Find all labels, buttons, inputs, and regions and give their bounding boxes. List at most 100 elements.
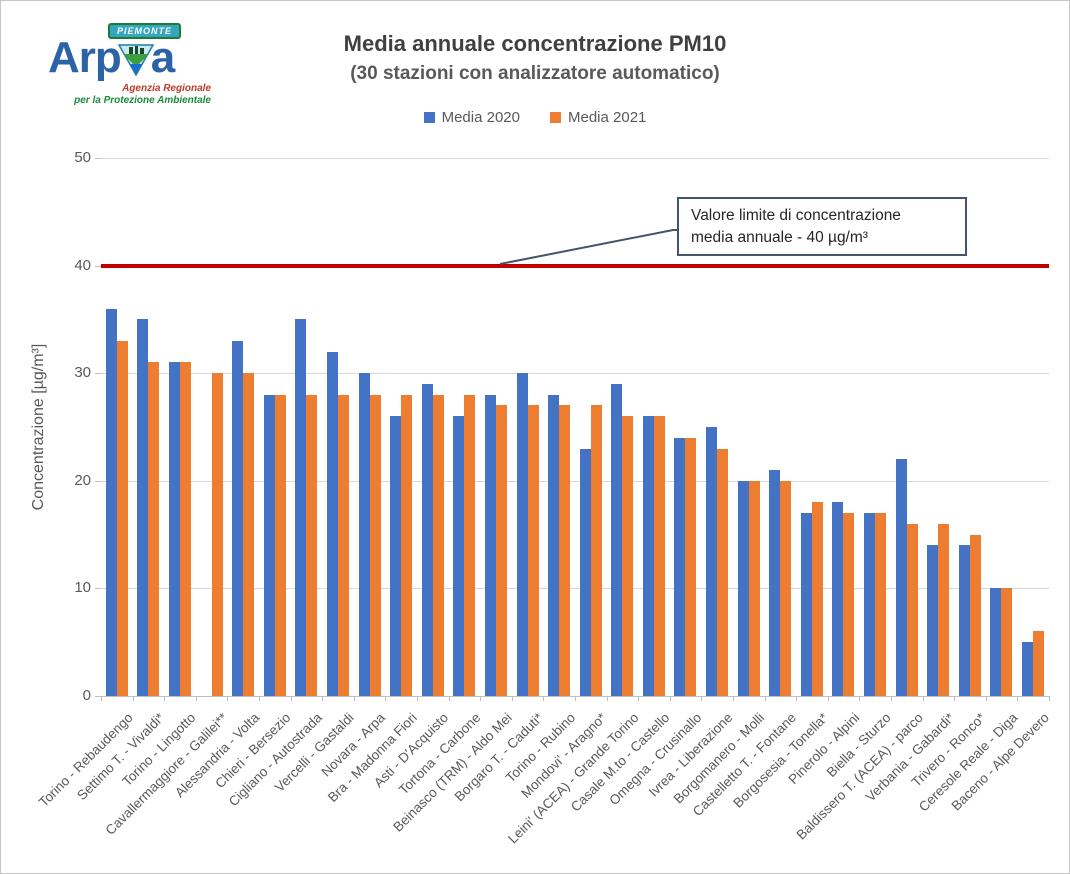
bar-media-2021	[780, 480, 792, 696]
bar-media-2021	[211, 373, 223, 696]
legend-label-media-2020: Media 2020	[441, 109, 520, 126]
x-tick	[164, 696, 166, 701]
bar-media-2021	[590, 405, 602, 696]
logo-wordmark: Arp a	[48, 33, 176, 83]
bar-media-2020	[579, 448, 591, 696]
bar-media-2020	[895, 459, 907, 696]
bar-media-2020	[800, 513, 812, 696]
bar-group	[859, 158, 891, 696]
bar-media-2020	[832, 502, 844, 696]
bar-group	[607, 158, 639, 696]
bar-group	[259, 158, 291, 696]
bar-media-2020	[421, 383, 433, 696]
bar-media-2020	[737, 480, 749, 696]
x-tick	[543, 696, 545, 701]
bar-media-2021	[875, 513, 887, 696]
bar-media-2021	[527, 405, 539, 696]
bar-media-2020	[295, 319, 307, 696]
x-tick	[606, 696, 608, 701]
bar-media-2021	[653, 416, 665, 696]
bar-media-2021	[306, 394, 318, 696]
bar-media-2020	[232, 340, 244, 696]
x-tick	[290, 696, 292, 701]
bar-group	[164, 158, 196, 696]
limit-line	[101, 263, 1049, 268]
y-tick	[95, 158, 101, 159]
y-axis-labels: 0 10 20 30 40 50	[41, 149, 91, 704]
y-tick-label: 10	[74, 579, 91, 597]
bar-media-2021	[495, 405, 507, 696]
y-tick	[95, 265, 101, 267]
x-tick	[417, 696, 418, 701]
legend-item-media-2020: Media 2020	[423, 109, 520, 126]
x-tick	[701, 696, 703, 701]
bar-media-2021	[1001, 588, 1013, 696]
piemonte-badge: PIEMONTE	[108, 23, 182, 39]
x-axis-labels: Torino - Rebaudengo Settimo T. - Vivaldi*…	[36, 700, 1052, 873]
limit-annotation: Valore limite di concentrazione media an…	[677, 197, 967, 257]
y-tick-label: 30	[74, 364, 91, 382]
x-tick	[227, 696, 229, 701]
bar-media-2021	[685, 437, 697, 696]
bar-media-2021	[116, 340, 128, 696]
bar-media-2020	[453, 416, 465, 696]
bar-group	[638, 158, 670, 696]
bar-media-2020	[548, 394, 560, 696]
logo-subtitle-1: Agenzia Regionale	[122, 83, 211, 94]
arpa-logo: PIEMONTE Arp a Agenzia Regionale per la …	[46, 23, 211, 115]
bar-group	[575, 158, 607, 696]
bar-media-2020	[1022, 642, 1034, 696]
bar-media-2021	[337, 394, 349, 696]
logo-subtitle-2: per la Protezione Ambientale	[74, 95, 211, 106]
limit-annotation-line1: Valore limite di concentrazione	[691, 207, 901, 224]
legend-item-media-2021: Media 2021	[550, 109, 646, 126]
x-tick	[195, 696, 197, 701]
bar-media-2020	[358, 373, 370, 696]
logo-text-a: a	[150, 33, 176, 82]
bar-media-2021	[243, 373, 255, 696]
x-tick	[132, 696, 134, 701]
bar-group	[701, 158, 733, 696]
bar-media-2021	[938, 523, 950, 696]
plot-area	[95, 158, 1050, 701]
gridline	[101, 588, 1049, 590]
bar-group	[101, 158, 133, 696]
bar-group	[480, 158, 512, 696]
limit-annotation-line2: media annuale - 40 µg/m³	[691, 228, 868, 246]
bar-media-2020	[864, 513, 876, 696]
bars	[101, 158, 1049, 696]
gridline	[101, 480, 1049, 482]
bar-group	[196, 158, 228, 696]
bar-media-2020	[990, 588, 1002, 696]
logo-text-arp: Arp	[48, 33, 122, 82]
x-tick	[669, 696, 671, 701]
x-tick	[448, 696, 450, 701]
x-tick	[1049, 696, 1050, 701]
bar-media-2020	[137, 319, 149, 696]
bar-media-2020	[642, 416, 654, 696]
bar-media-2021	[906, 523, 918, 696]
bar-media-2021	[969, 534, 981, 696]
bar-media-2020	[769, 470, 781, 696]
bar-group	[670, 158, 702, 696]
y-tick	[95, 373, 101, 375]
x-tick	[922, 696, 924, 701]
legend-swatch-media-2021	[550, 112, 561, 123]
bar-group	[385, 158, 417, 696]
bar-group	[449, 158, 481, 696]
gridline	[101, 158, 1049, 159]
y-tick	[95, 480, 101, 482]
bar-group	[291, 158, 323, 696]
chart-subtitle: (30 stazioni con analizzatore automatico…	[350, 63, 720, 84]
y-tick-label: 40	[74, 256, 91, 274]
y-tick-label: 50	[74, 149, 91, 166]
x-tick	[1017, 696, 1019, 701]
bar-media-2021	[559, 405, 571, 696]
bar-media-2021	[717, 448, 729, 696]
bar-media-2020	[263, 394, 275, 696]
bar-media-2020	[390, 416, 402, 696]
x-tick	[954, 696, 956, 701]
bar-group	[891, 158, 923, 696]
landscape-triangle-icon	[117, 44, 154, 76]
